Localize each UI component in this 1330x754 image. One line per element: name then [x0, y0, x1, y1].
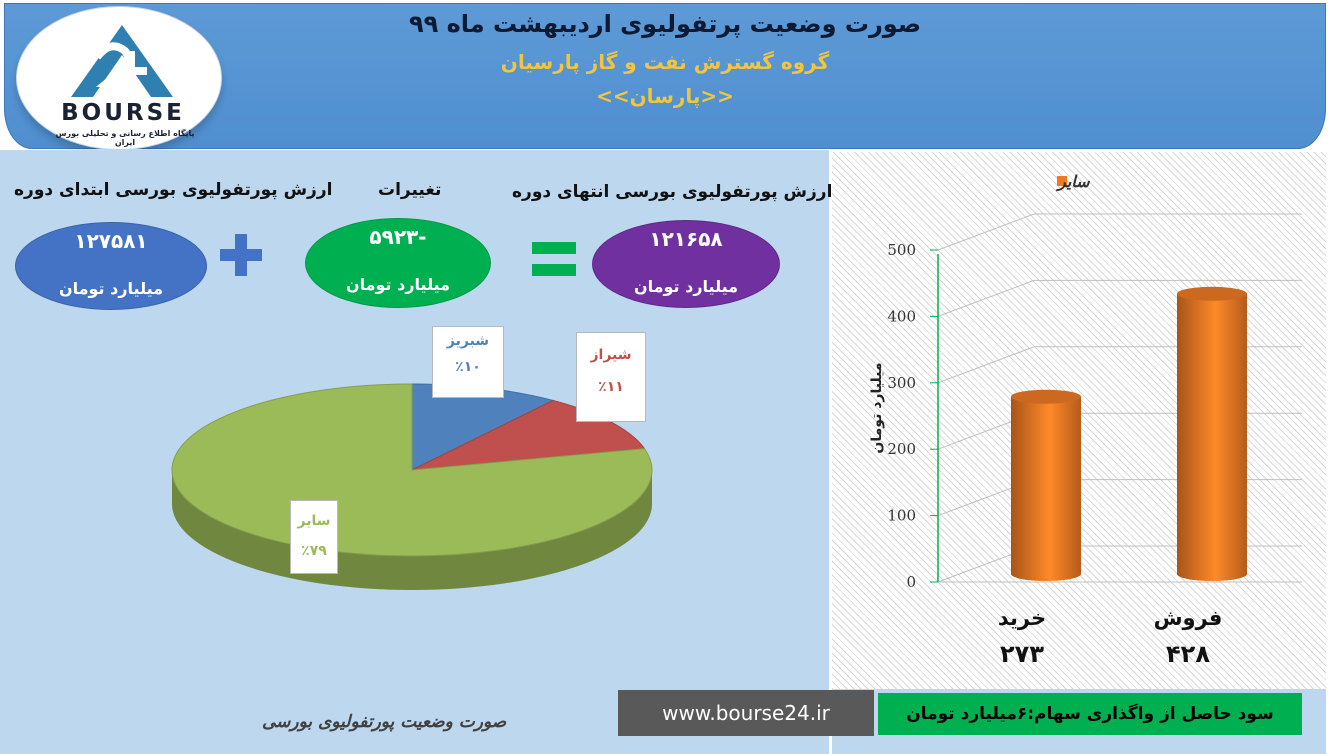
pie-label-shiraz: شیراز — [590, 347, 632, 363]
grid-diag-5 — [937, 213, 1035, 251]
share-sale-gain-note: سود حاصل از واگذاری سهام:۶میلیارد تومان — [878, 693, 1302, 735]
pie-percent-shabriz: ٪۱۰ — [455, 359, 481, 375]
bar-0 — [1011, 396, 1081, 581]
y-tick-label-1: 100 — [887, 507, 916, 525]
company-ticker: <<پارسان>> — [596, 84, 734, 108]
pie-percent-other: ٪۷۹ — [301, 543, 327, 559]
report-title: صورت وضعیت پرتفولیوی اردیبهشت ماه ۹۹ — [408, 10, 922, 38]
category-label-buy: خرید — [997, 606, 1047, 630]
logo-tagline: پایگاه اطلاع رسانی و تحلیلی بورس ایران — [55, 129, 195, 147]
start-value-label: ارزش پورتفولیوی بورسی ابتدای دوره — [14, 180, 333, 200]
logo-mark-icon — [71, 25, 173, 97]
pie-callout-other: سایر ٪۷۹ — [290, 500, 338, 574]
logo-brand-text: BOURSE — [61, 100, 185, 126]
buy-sell-bar-chart: 0 100 200 300 400 500 — [887, 213, 1302, 591]
start-value-unit: میلیارد تومان — [58, 279, 164, 298]
footer-caption: صورت وضعیت پورتفولیوی بورسی — [262, 712, 507, 732]
change-label: تغییرات — [378, 180, 442, 200]
y-axis-title: میلیارد تومان — [869, 362, 885, 454]
bar-top-1 — [1177, 286, 1247, 301]
grid-diag-3 — [937, 346, 1035, 384]
category-value-buy: ۲۷۳ — [1000, 640, 1044, 668]
pie-callout-shabriz: شبریز ٪۱۰ — [432, 326, 504, 398]
start-value-oval: ۱۲۷۵۸۱ میلیارد تومان — [15, 222, 207, 310]
legend-swatch — [1057, 176, 1067, 186]
bar-1 — [1177, 293, 1247, 581]
bourse24-logo[interactable]: BOURSE پایگاه اطلاع رسانی و تحلیلی بورس … — [16, 6, 222, 150]
grid-diag-4 — [937, 279, 1035, 317]
end-value-oval: ۱۲۱۶۵۸ میلیارد تومان — [592, 220, 780, 308]
change-value-unit: میلیارد تومان — [345, 275, 451, 294]
change-value-oval: -۵۹۲۳ میلیارد تومان — [305, 218, 491, 308]
y-tick-label-5: 500 — [887, 241, 916, 259]
website-link[interactable]: www.bourse24.ir — [618, 690, 874, 736]
legend-series-name: سایر — [1058, 172, 1090, 191]
bar-top-0 — [1011, 389, 1081, 404]
pie-label-other: سایر — [297, 513, 331, 529]
end-value-label: ارزش پورتفولیوی بورسی انتهای دوره — [512, 182, 833, 202]
plus-icon — [220, 230, 264, 280]
company-name: گروه گسترش نفت و گاز پارسیان — [500, 50, 830, 74]
pie-label-shabriz: شبریز — [446, 333, 490, 349]
change-value: -۵۹۲۳ — [369, 225, 427, 249]
y-tick-label-3: 300 — [887, 374, 916, 392]
y-tick-label-2: 200 — [887, 440, 916, 458]
y-tick-label-4: 400 — [887, 307, 916, 325]
y-tick-label-0: 0 — [906, 573, 916, 591]
category-value-sell: ۴۲۸ — [1166, 640, 1210, 668]
pie-callout-shiraz: شیراز ٪۱۱ — [576, 332, 646, 422]
end-value-unit: میلیارد تومان — [633, 277, 739, 296]
equals-icon — [532, 240, 576, 278]
report-header: صورت وضعیت پرتفولیوی اردیبهشت ماه ۹۹ گرو… — [4, 3, 1326, 149]
end-value: ۱۲۱۶۵۸ — [649, 227, 723, 251]
start-value: ۱۲۷۵۸۱ — [74, 229, 148, 253]
pie-percent-shiraz: ٪۱۱ — [598, 379, 624, 395]
category-label-sell: فروش — [1153, 606, 1223, 630]
